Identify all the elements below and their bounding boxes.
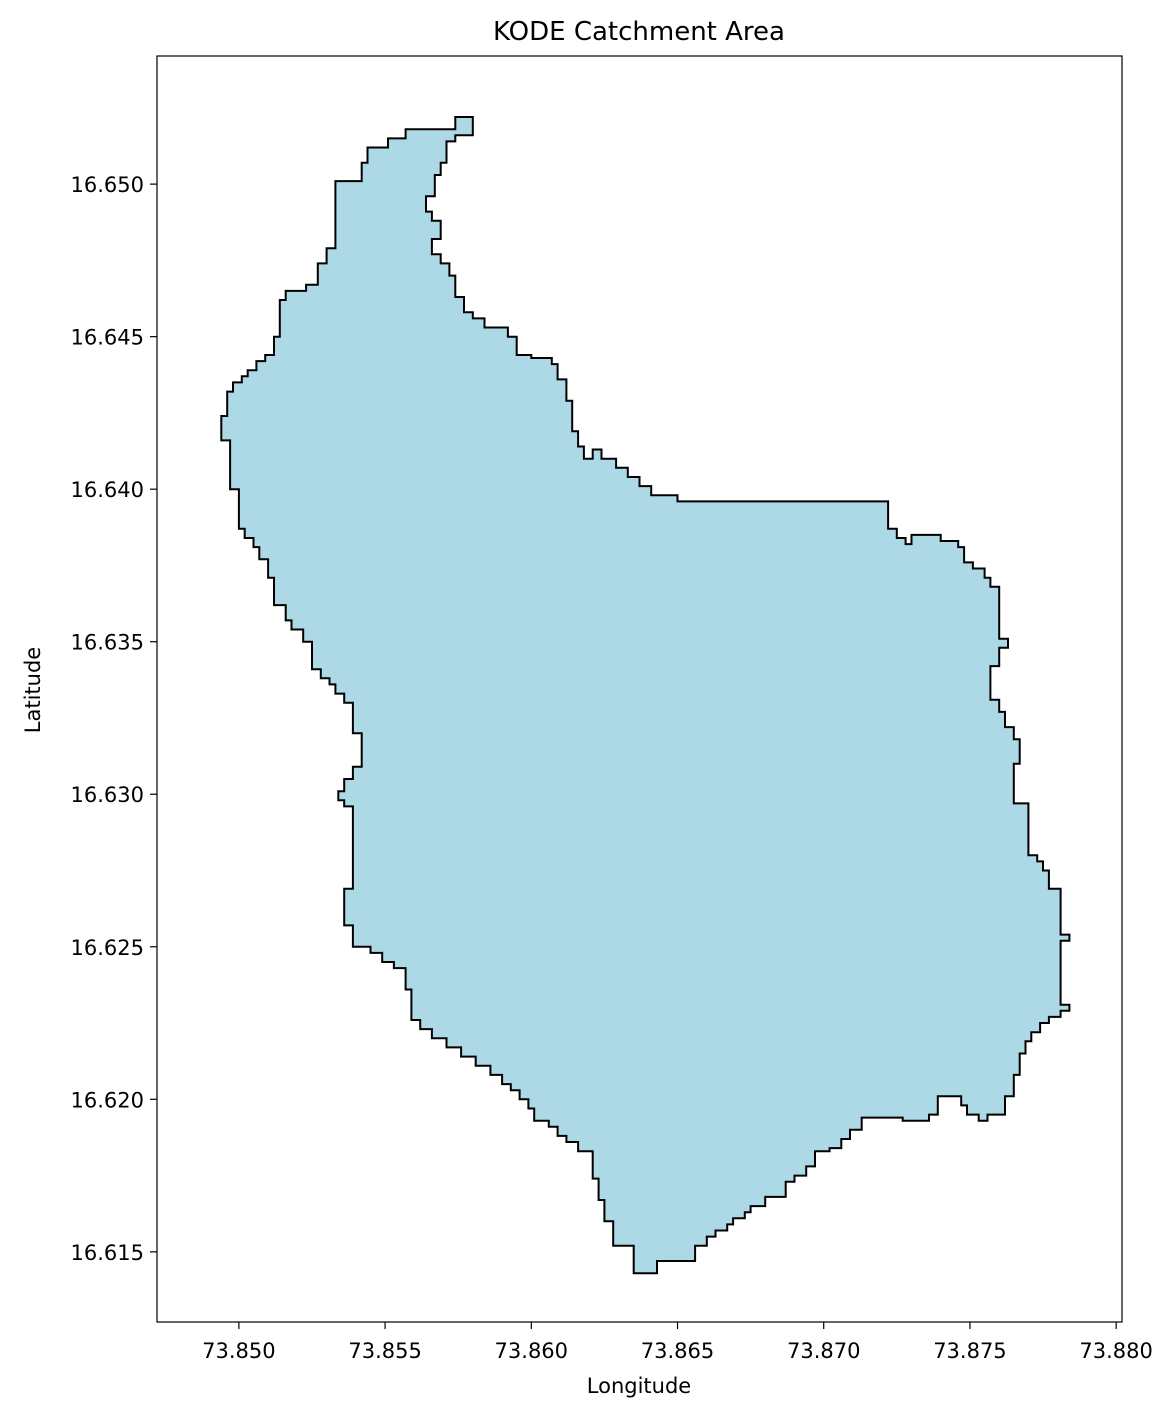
plot-area — [220, 116, 1071, 1275]
y-tick-label: 16.625 — [71, 936, 144, 960]
x-tick-label: 73.860 — [495, 1339, 568, 1363]
x-tick-label: 73.865 — [641, 1339, 714, 1363]
y-tick-label: 16.645 — [71, 326, 144, 350]
x-tick-label: 73.880 — [1079, 1339, 1152, 1363]
chart-title: KODE Catchment Area — [493, 17, 785, 47]
x-tick-label: 73.870 — [787, 1339, 860, 1363]
axes-frame — [156, 55, 1123, 1323]
y-tick-label: 16.640 — [71, 478, 144, 502]
x-tick-label: 73.875 — [933, 1339, 1006, 1363]
y-axis: 16.615 16.620 16.625 16.630 16.635 16.640 16.6… — [71, 173, 157, 1265]
x-axis-label: Longitude — [587, 1374, 691, 1398]
y-tick-label: 16.635 — [71, 631, 144, 655]
y-axis-label: Latitude — [21, 647, 45, 733]
catchment-polygon — [220, 116, 1071, 1275]
x-tick-label: 73.850 — [202, 1339, 275, 1363]
y-tick-label: 16.650 — [71, 173, 144, 197]
y-tick-label: 16.615 — [71, 1241, 144, 1265]
y-tick-label: 16.630 — [71, 783, 144, 807]
y-tick-label: 16.620 — [71, 1088, 144, 1112]
x-axis: 73.850 73.855 73.860 73.865 73.870 73.875 73.8… — [202, 1322, 1153, 1363]
x-tick-label: 73.855 — [348, 1339, 421, 1363]
